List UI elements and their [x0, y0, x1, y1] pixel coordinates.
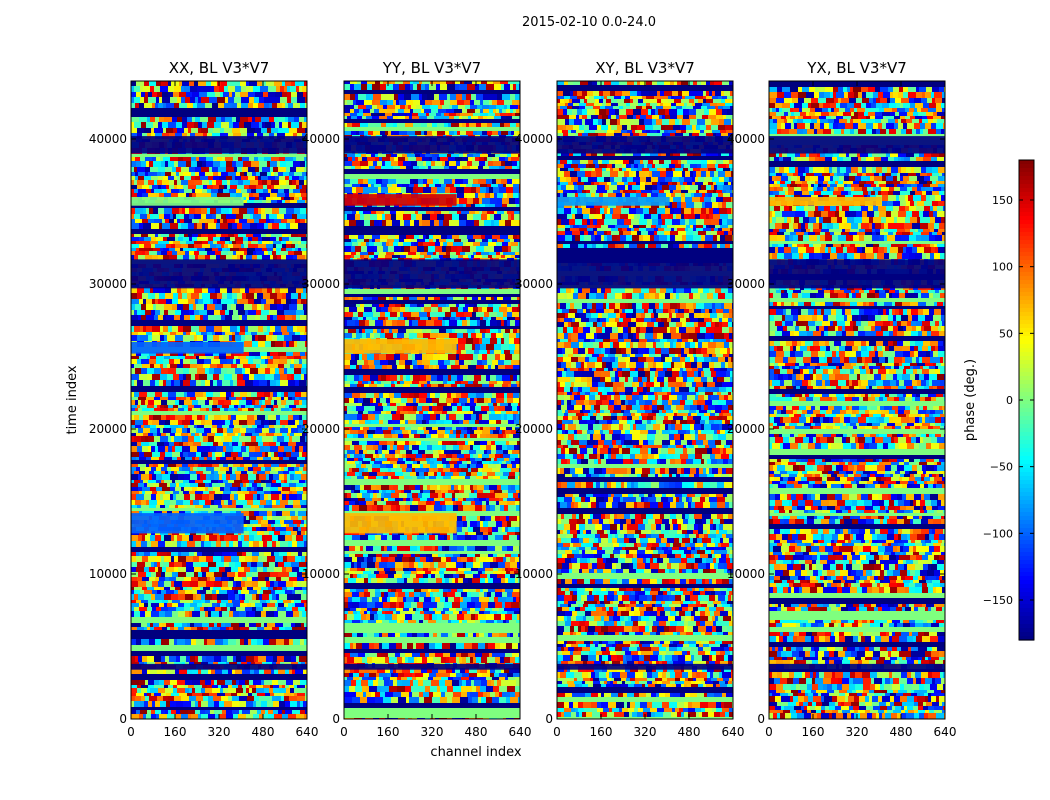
- colorbar-label: phase (deg.): [963, 359, 978, 441]
- colorbar-tick-label: −150: [983, 594, 1013, 607]
- phase-block: [557, 663, 733, 670]
- y-tick-label: 40000: [515, 132, 553, 146]
- colorbar-tick-label: 100: [992, 261, 1013, 274]
- panel: XX, BL V3*V7 0 160 320 480 640 0 10000 20000 3000…: [89, 59, 319, 739]
- y-tick-label: 10000: [727, 567, 765, 581]
- phase-block: [344, 663, 520, 670]
- y-tick-label: 20000: [89, 422, 127, 436]
- x-tick-label: 640: [722, 725, 745, 739]
- x-tick-label: 160: [164, 725, 187, 739]
- phase-block: [557, 197, 670, 206]
- y-tick-label: 30000: [89, 277, 127, 291]
- colorbar-tick-label: 50: [999, 327, 1013, 340]
- phase-block: [769, 259, 945, 289]
- x-tick-label: 640: [509, 725, 532, 739]
- panel: YX, BL V3*V7 0 160 320 480 640 0 10000 20000 3000…: [727, 59, 957, 739]
- y-tick-label: 20000: [727, 422, 765, 436]
- y-tick-label: 10000: [89, 567, 127, 581]
- phase-block: [769, 197, 882, 206]
- y-tick-label: 30000: [302, 277, 340, 291]
- x-tick-label: 160: [802, 725, 825, 739]
- panels: XX, BL V3*V7 0 160 320 480 640 0 10000 20000 3000…: [89, 59, 957, 739]
- figure-suptitle: 2015-02-10 0.0-24.0: [522, 15, 656, 30]
- x-tick-label: 320: [634, 725, 657, 739]
- x-tick-label: 0: [765, 725, 773, 739]
- panel-title: YY, BL V3*V7: [382, 59, 481, 77]
- phase-heatmap: [344, 81, 520, 719]
- y-tick-label: 40000: [727, 132, 765, 146]
- x-tick-label: 480: [252, 725, 275, 739]
- y-tick-label: 30000: [515, 277, 553, 291]
- phase-block: [344, 136, 520, 154]
- x-tick-label: 320: [846, 725, 869, 739]
- x-tick-label: 0: [127, 725, 135, 739]
- y-tick-label: 0: [332, 712, 340, 726]
- phase-heatmap: [769, 81, 945, 719]
- y-tick-label: 10000: [302, 567, 340, 581]
- phase-block: [131, 259, 307, 289]
- phase-block: [344, 194, 457, 206]
- phase-block: [344, 339, 457, 354]
- x-tick-label: 320: [421, 725, 444, 739]
- phase-block: [769, 136, 945, 154]
- x-axis-label: channel index: [430, 745, 521, 760]
- phase-block: [557, 136, 733, 154]
- panel-title: XX, BL V3*V7: [169, 59, 270, 77]
- panel-title: YX, BL V3*V7: [806, 59, 907, 77]
- y-tick-label: 0: [119, 712, 127, 726]
- phase-block: [769, 663, 945, 670]
- colorbar-tick-label: −50: [990, 461, 1013, 474]
- panel: XY, BL V3*V7 0 160 320 480 640 0 10000 20000 3000…: [515, 59, 745, 739]
- x-tick-label: 320: [208, 725, 231, 739]
- panel-title: XY, BL V3*V7: [595, 59, 695, 77]
- phase-block: [344, 513, 457, 534]
- x-tick-label: 640: [934, 725, 957, 739]
- y-tick-label: 40000: [302, 132, 340, 146]
- x-tick-label: 160: [590, 725, 613, 739]
- phase-heatmap: [131, 81, 307, 719]
- y-tick-label: 0: [545, 712, 553, 726]
- x-tick-label: 640: [296, 725, 319, 739]
- x-tick-label: 0: [340, 725, 348, 739]
- phase-block: [131, 342, 244, 354]
- x-tick-label: 480: [465, 725, 488, 739]
- panel: YY, BL V3*V7 0 160 320 480 640 0 10000 20000 3000…: [302, 59, 532, 739]
- phase-block: [131, 513, 244, 534]
- phase-block: [557, 259, 733, 289]
- x-tick-label: 480: [890, 725, 913, 739]
- colorbar-tick-label: −100: [983, 527, 1013, 540]
- phase-block: [344, 259, 520, 289]
- colorbar-tick-label: 150: [992, 194, 1013, 207]
- colorbar-tick-label: 0: [1006, 394, 1013, 407]
- phase-heatmap: [557, 81, 733, 719]
- y-tick-label: 40000: [89, 132, 127, 146]
- x-tick-label: 160: [377, 725, 400, 739]
- y-tick-label: 20000: [302, 422, 340, 436]
- y-axis-label: time index: [65, 365, 80, 434]
- colorbar-gradient: [1019, 160, 1034, 641]
- y-tick-label: 10000: [515, 567, 553, 581]
- phase-block: [131, 197, 244, 206]
- x-tick-label: 480: [678, 725, 701, 739]
- y-tick-label: 0: [757, 712, 765, 726]
- phase-block: [131, 663, 307, 670]
- x-tick-label: 0: [553, 725, 561, 739]
- colorbar: 150 100 50 0 −50 −100 −150 phase (deg.): [963, 159, 1035, 641]
- y-tick-label: 30000: [727, 277, 765, 291]
- phase-block: [131, 136, 307, 154]
- y-tick-label: 20000: [515, 422, 553, 436]
